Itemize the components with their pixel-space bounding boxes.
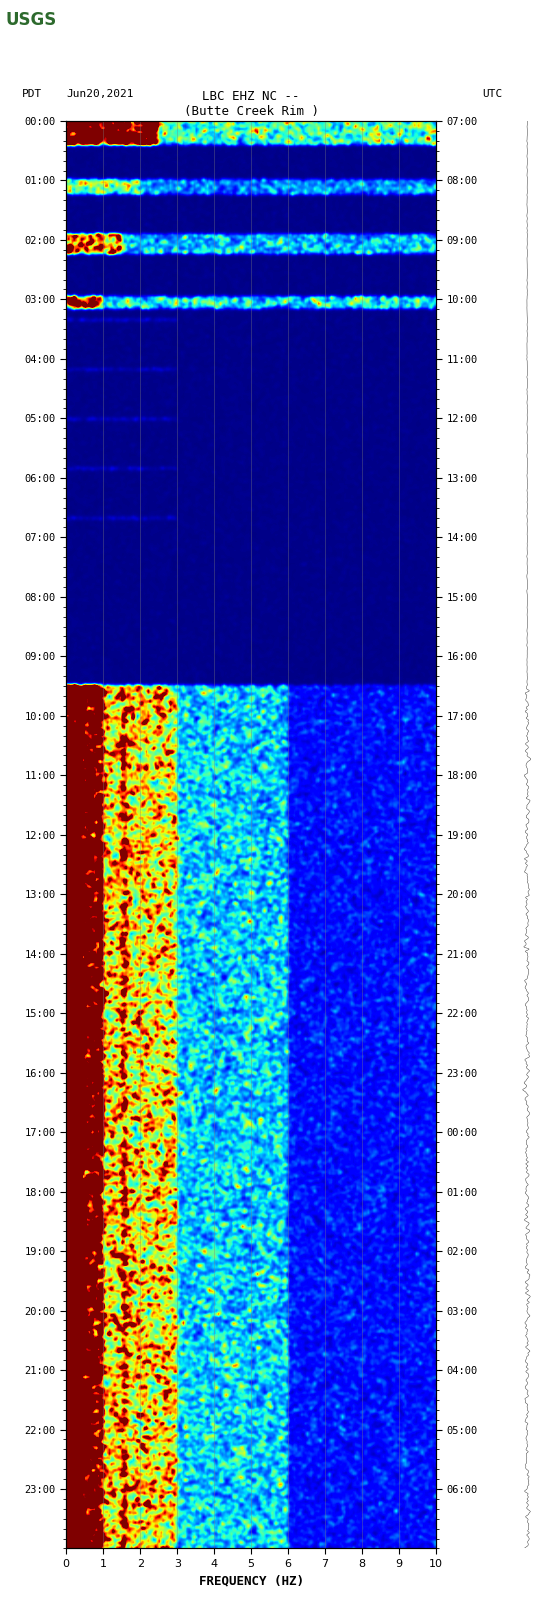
Text: PDT: PDT — [22, 89, 43, 98]
Text: UTC: UTC — [482, 89, 502, 98]
X-axis label: FREQUENCY (HZ): FREQUENCY (HZ) — [199, 1574, 304, 1587]
Title: LBC EHZ NC --
(Butte Creek Rim ): LBC EHZ NC -- (Butte Creek Rim ) — [184, 90, 319, 118]
Text: Jun20,2021: Jun20,2021 — [66, 89, 134, 98]
Text: USGS: USGS — [6, 11, 57, 29]
